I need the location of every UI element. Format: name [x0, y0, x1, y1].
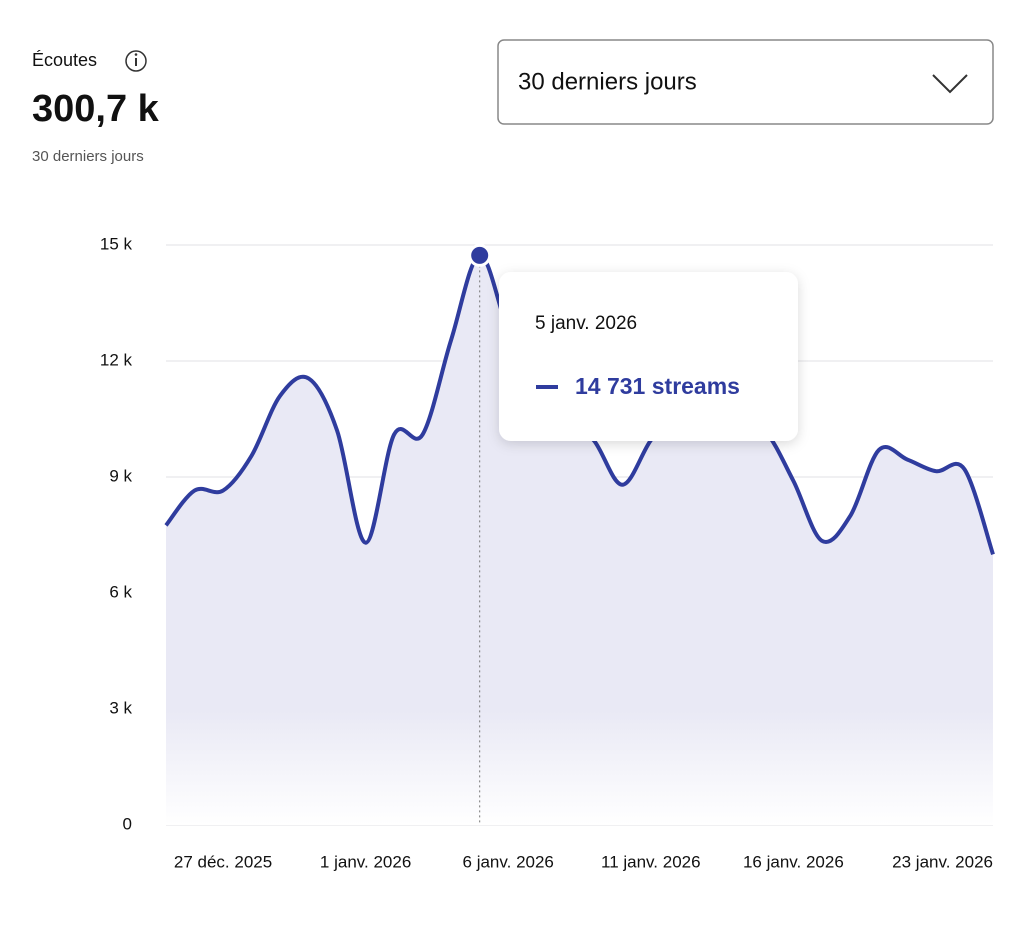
y-tick-label: 3 k: [109, 698, 132, 717]
metric-total: 300,7 k: [32, 88, 160, 130]
chart: 0 3 k 6 k 9 k 12 k 15 k 27 déc. 2025 1 janv. 20…: [100, 234, 995, 871]
x-tick-label: 23 janv. 2026: [892, 852, 993, 871]
dropdown-box[interactable]: [497, 39, 994, 125]
metric-period: 30 derniers jours: [32, 148, 144, 165]
dropdown-label[interactable]: 30 derniers jours: [518, 68, 697, 95]
y-tick-label: 0: [123, 814, 132, 833]
y-tick-label: 6 k: [109, 582, 132, 601]
x-tick-label: 27 déc. 2025: [174, 852, 272, 871]
x-tick-label: 1 janv. 2026: [320, 852, 411, 871]
y-tick-label: 12 k: [100, 350, 133, 369]
tooltip-value: 14 731 streams: [575, 373, 740, 399]
tooltip-date: 5 janv. 2026: [535, 313, 637, 334]
info-icon[interactable]: [125, 50, 147, 72]
x-tick-label: 16 janv. 2026: [743, 852, 844, 871]
hover-point: [468, 243, 492, 267]
tooltip-box: [499, 272, 798, 441]
info-icon-bar: [135, 58, 137, 66]
area: [166, 255, 993, 826]
metric-title: Écoutes: [32, 50, 97, 70]
dropdown-chevron[interactable]: [932, 74, 968, 94]
x-tick-label: 11 janv. 2026: [601, 852, 701, 871]
y-tick-label: 9 k: [109, 466, 132, 485]
x-tick-label: 6 janv. 2026: [463, 852, 554, 871]
info-icon-dot: [134, 53, 138, 56]
y-tick-label: 15 k: [100, 234, 133, 253]
tooltip: 5 janv. 2026 14 731 streams: [499, 272, 798, 441]
dropdown[interactable]: 30 derniers jours: [497, 39, 994, 125]
